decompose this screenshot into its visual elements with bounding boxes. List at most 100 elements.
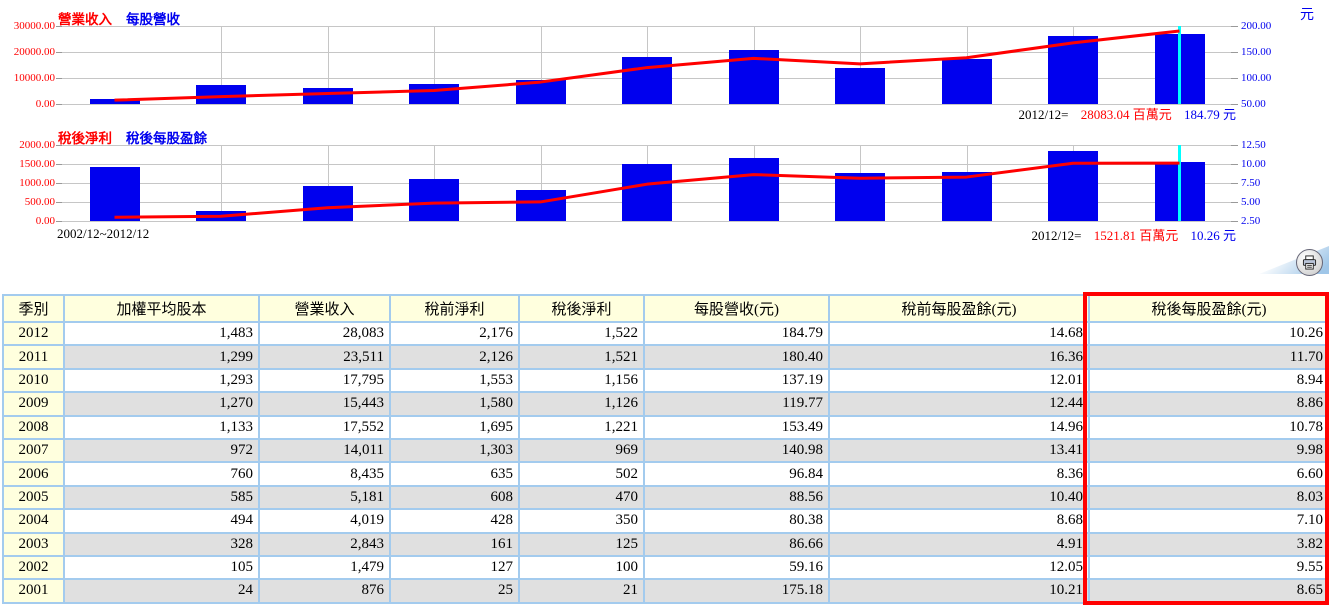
value-cell: 105 [63,554,260,581]
left-axis-tick-label: 0.00 [35,215,55,227]
value-cell: 608 [389,484,520,511]
value-cell: 25 [389,578,520,604]
left-axis-tick-label: 0.00 [35,98,55,110]
bar-2006[interactable] [515,79,566,104]
bar-2006[interactable] [515,189,566,221]
value-cell: 96.84 [643,461,830,487]
left-axis-tick-label: 2000.00 [19,139,55,151]
value-cell: 7.10 [1088,508,1329,534]
axis-tick [1231,26,1238,27]
right-axis-tick-label: 50.00 [1241,98,1266,110]
axis-tick [56,221,62,222]
bar-2010[interactable] [941,172,992,221]
value-cell: 8.03 [1088,484,1329,511]
table-row-2002: 2002 105 1,479 127 100 59.16 12.05 9.55 [2,554,1329,581]
value-cell: 1,695 [389,414,520,440]
year-cell-2010: 2010 [2,367,65,394]
column-header-2: 營業收入 [258,294,391,323]
value-cell: 88.56 [643,484,830,511]
value-cell: 1,483 [63,320,260,347]
bar-2004[interactable] [302,186,353,221]
left-axis-tick-label: 30000.00 [13,20,55,32]
bar-2008[interactable] [728,50,779,104]
value-cell: 2,843 [258,531,391,557]
chart-profit-annotation: 2012/12= 1521.81 百萬元 10.26 元 [1032,225,1236,244]
value-cell: 14,011 [258,437,391,464]
bar-2007[interactable] [622,164,672,221]
value-cell: 14.68 [828,320,1090,347]
left-axis-tick-label: 1500.00 [19,158,55,170]
value-cell: 12.01 [828,367,1090,394]
axis-tick [56,164,62,165]
right-axis-tick-label: 5.00 [1241,196,1261,208]
value-cell: 119.77 [643,391,830,417]
value-cell: 585 [63,484,260,511]
axis-tick [56,78,62,79]
chart-cursor-line [1178,145,1181,221]
bar-2007[interactable] [622,56,672,104]
axis-tick [1231,52,1238,53]
bar-2008[interactable] [728,158,779,221]
value-cell: 4.91 [828,531,1090,557]
bar-2002[interactable] [89,167,140,221]
axis-tick [1231,183,1238,184]
right-axis-tick-label: 150.00 [1241,46,1272,58]
column-header-6: 稅前每股盈餘(元) [828,294,1090,323]
axis-tick [56,202,62,203]
bar-2005[interactable] [409,178,459,221]
value-cell: 59.16 [643,554,830,581]
bar-2011[interactable] [1048,36,1098,104]
bar-2003[interactable] [196,210,246,221]
value-cell: 8.86 [1088,391,1329,417]
bar-2009[interactable] [835,67,885,104]
bar-2002[interactable] [89,99,140,104]
value-cell: 1,553 [389,367,520,394]
axis-tick [1231,202,1238,203]
value-cell: 127 [389,554,520,581]
value-cell: 16.36 [828,344,1090,370]
value-cell: 17,795 [258,367,391,394]
bar-2004[interactable] [302,88,353,104]
column-header-5: 每股營收(元) [643,294,830,323]
value-cell: 9.98 [1088,437,1329,464]
bar-2011[interactable] [1048,151,1098,221]
year-cell-2009: 2009 [2,391,65,417]
axis-tick [56,26,62,27]
legend-operating-revenue: 營業收入 [58,12,112,27]
value-cell: 1,270 [63,391,260,417]
left-axis-tick-label: 10000.00 [13,72,55,84]
column-header-7: 稅後每股盈餘(元) [1088,294,1329,323]
value-cell: 8.94 [1088,367,1329,394]
value-cell: 24 [63,578,260,604]
table-row-2004: 2004 494 4,019 428 350 80.38 8.68 7.10 [2,508,1329,534]
bar-2010[interactable] [941,58,992,104]
axis-tick [1231,145,1238,146]
value-cell: 140.98 [643,437,830,464]
value-cell: 1,299 [63,344,260,370]
value-cell: 969 [518,437,645,464]
annotation-date: 2012/12= [1031,228,1082,243]
annotation-rps-value: 184.79 元 [1183,107,1236,122]
column-header-0: 季別 [2,294,65,323]
value-cell: 12.05 [828,554,1090,581]
bar-2005[interactable] [409,83,459,104]
value-cell: 2,176 [389,320,520,347]
table-row-2001: 2001 24 876 25 21 175.18 10.21 8.65 [2,578,1329,604]
legend-net-profit: 稅後淨利 [58,131,112,146]
year-cell-2007: 2007 [2,437,65,464]
value-cell: 180.40 [643,344,830,370]
value-cell: 876 [258,578,391,604]
table-row-2010: 2010 1,293 17,795 1,553 1,156 137.19 12.01 8.94 [2,367,1329,394]
year-cell-2003: 2003 [2,531,65,557]
right-axis-tick-label: 200.00 [1241,20,1272,32]
bar-2003[interactable] [196,84,246,104]
printer-icon[interactable] [1296,249,1323,276]
axis-tick [56,52,62,53]
value-cell: 23,511 [258,344,391,370]
bar-2009[interactable] [835,172,885,221]
column-header-3: 稅前淨利 [389,294,520,323]
value-cell: 1,303 [389,437,520,464]
value-cell: 10.78 [1088,414,1329,440]
axis-tick [56,104,62,105]
